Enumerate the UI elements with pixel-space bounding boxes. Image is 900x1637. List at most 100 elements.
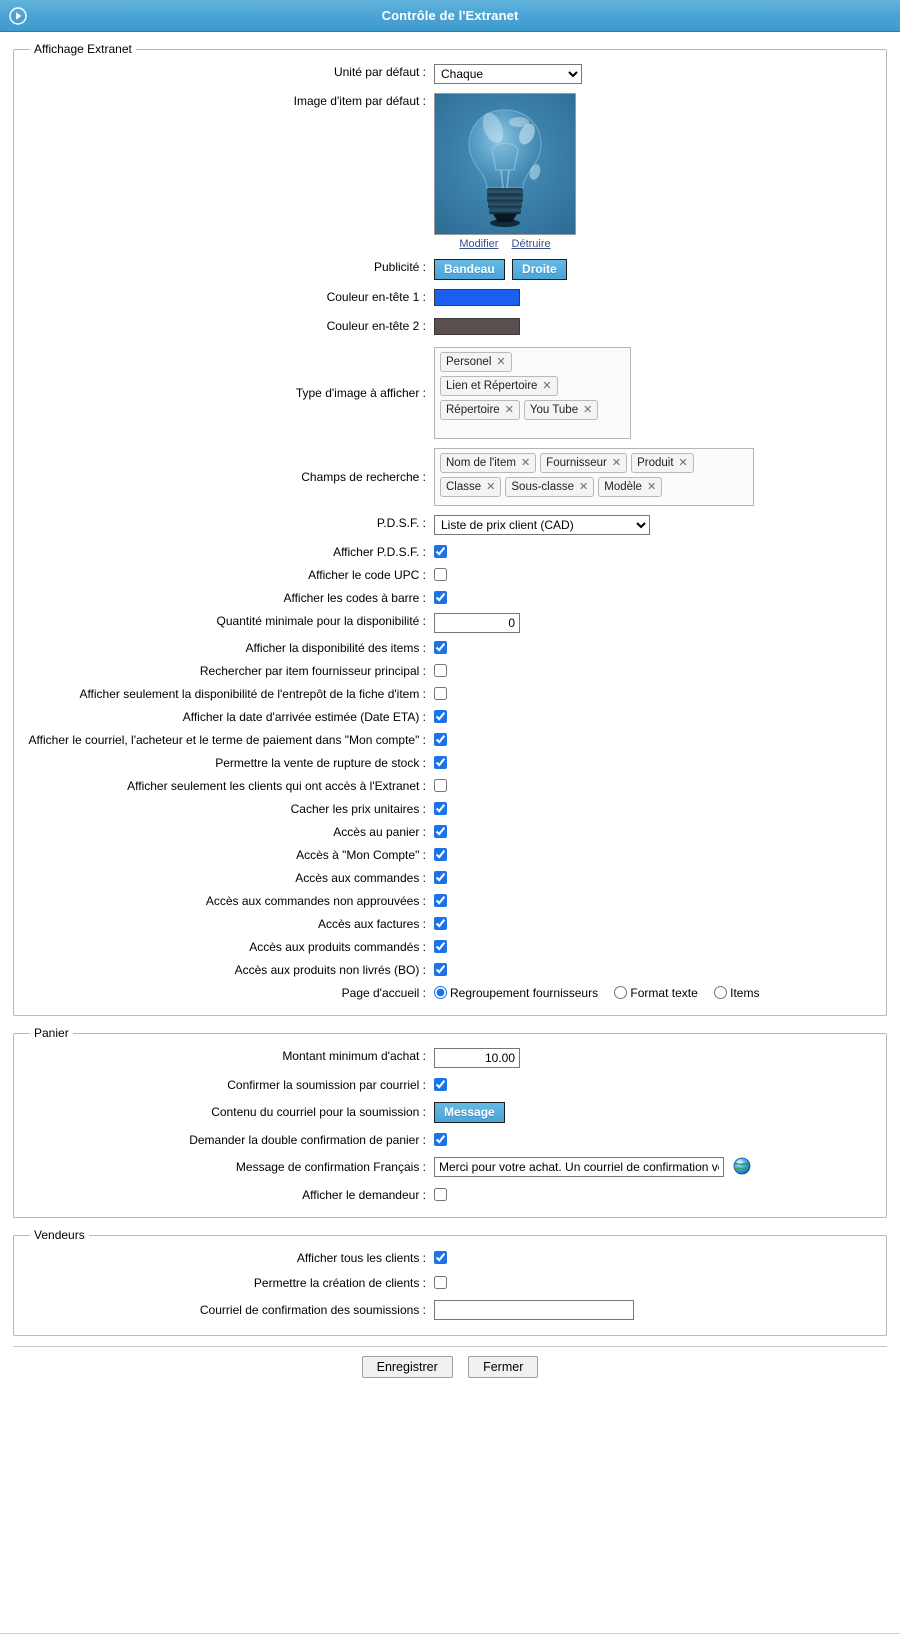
- play-circle-icon[interactable]: [4, 2, 32, 30]
- pdsf-select[interactable]: Liste de prix client (CAD): [434, 515, 650, 535]
- tag-item[interactable]: Produit ✕: [631, 453, 694, 473]
- remove-icon[interactable]: ✕: [583, 404, 593, 416]
- checkbox-acces-panier[interactable]: [434, 825, 447, 838]
- afficher-pdsf-checkbox[interactable]: [434, 545, 447, 558]
- tag-item[interactable]: Nom de l'item ✕: [440, 453, 537, 473]
- tag-item[interactable]: Classe ✕: [440, 477, 502, 497]
- tag-item[interactable]: Personel ✕: [440, 352, 512, 372]
- radio-format-texte[interactable]: [614, 986, 628, 999]
- lightbulb-image[interactable]: [434, 93, 576, 235]
- section-panier-legend: Panier: [34, 1026, 69, 1040]
- quantite-minimale-input[interactable]: [434, 613, 520, 633]
- unite-select[interactable]: Chaque: [434, 64, 582, 84]
- checkbox-clients-acces-extranet[interactable]: [434, 779, 447, 792]
- radio-label: Items: [730, 986, 760, 1000]
- row-couleur-2: Couleur en-tête 2 :: [24, 318, 876, 338]
- checkbox-item-fournisseur-principal[interactable]: [434, 664, 447, 677]
- window-title: Contrôle de l'Extranet: [381, 8, 519, 23]
- label-montant-minimum: Montant minimum d'achat :: [282, 1049, 426, 1063]
- footer-actions: Enregistrer Fermer: [0, 1347, 900, 1386]
- label-cb-13: Accès aux produits commandés :: [249, 940, 426, 954]
- tag-item[interactable]: Sous-classe ✕: [505, 477, 595, 497]
- montant-minimum-input[interactable]: [434, 1048, 520, 1068]
- label-cb-7: Cacher les prix unitaires :: [290, 802, 426, 816]
- section-affichage-legend: Affichage Extranet: [34, 42, 132, 56]
- label-image-item: Image d'item par défaut :: [293, 94, 426, 108]
- detruire-link[interactable]: Détruire: [511, 238, 551, 250]
- tag-item[interactable]: Répertoire ✕: [440, 400, 520, 420]
- tag-item[interactable]: Lien et Répertoire ✕: [440, 376, 558, 396]
- row-message-confirmation: Message de confirmation Français :: [24, 1157, 876, 1178]
- message-confirmation-input[interactable]: [434, 1157, 724, 1177]
- save-button[interactable]: Enregistrer: [361, 1356, 453, 1378]
- row-cb-13: Accès aux produits commandés :: [24, 939, 876, 955]
- publicite-droite-button[interactable]: Droite: [512, 259, 567, 280]
- afficher-tous-clients-checkbox[interactable]: [434, 1251, 447, 1264]
- remove-icon[interactable]: ✕: [646, 481, 657, 493]
- label-cb-11: Accès aux commandes non approuvées :: [205, 894, 426, 908]
- afficher-codes-barre-checkbox[interactable]: [434, 591, 447, 604]
- radio-option-regroupement[interactable]: Regroupement fournisseurs: [434, 986, 598, 1000]
- couleur-2-swatch[interactable]: [434, 318, 520, 335]
- label-afficher-upc: Afficher le code UPC :: [308, 568, 426, 582]
- radio-option-format-texte[interactable]: Format texte: [614, 986, 698, 1000]
- row-courriel-confirmation: Courriel de confirmation des soumissions…: [24, 1300, 876, 1321]
- window-titlebar: Contrôle de l'Extranet: [0, 0, 900, 32]
- row-cb-7: Cacher les prix unitaires :: [24, 801, 876, 817]
- row-cb-6: Afficher seulement les clients qui ont a…: [24, 778, 876, 794]
- remove-icon[interactable]: ✕: [504, 404, 514, 416]
- section-vendeurs: Vendeurs Afficher tous les clients : Per…: [13, 1228, 887, 1336]
- remove-icon[interactable]: ✕: [542, 380, 552, 392]
- message-button[interactable]: Message: [434, 1102, 505, 1123]
- modifier-link[interactable]: Modifier: [459, 238, 499, 250]
- checkbox-disponibilite-entrepot[interactable]: [434, 687, 447, 700]
- radio-regroupement-fournisseurs[interactable]: [434, 986, 447, 999]
- checkbox-acces-produits-commandes[interactable]: [434, 940, 447, 953]
- label-type-image: Type d'image à afficher :: [295, 386, 426, 400]
- remove-icon[interactable]: ✕: [678, 457, 688, 469]
- radio-option-items[interactable]: Items: [714, 986, 759, 1000]
- tag-item[interactable]: Fournisseur ✕: [540, 453, 628, 473]
- checkbox-acces-factures[interactable]: [434, 917, 447, 930]
- permettre-creation-clients-checkbox[interactable]: [434, 1276, 447, 1289]
- label-cb-14: Accès aux produits non livrés (BO) :: [234, 963, 426, 977]
- confirmer-soumission-checkbox[interactable]: [434, 1078, 447, 1091]
- checkbox-acces-commandes-non-approuvees[interactable]: [434, 894, 447, 907]
- radio-items[interactable]: [714, 986, 728, 999]
- remove-icon[interactable]: ✕: [579, 481, 589, 493]
- checkbox-acces-commandes[interactable]: [434, 871, 447, 884]
- publicite-bandeau-button[interactable]: Bandeau: [434, 259, 505, 280]
- champs-recherche-tagbox[interactable]: Nom de l'item ✕ Fournisseur ✕ Produit ✕ Cla…: [434, 448, 754, 506]
- remove-icon[interactable]: ✕: [611, 457, 622, 469]
- label-couleur-2: Couleur en-tête 2 :: [326, 319, 426, 333]
- checkbox-acces-produits-non-livres[interactable]: [434, 963, 447, 976]
- tag-item[interactable]: Modèle ✕: [598, 477, 663, 497]
- label-unite: Unité par défaut :: [333, 65, 426, 79]
- courriel-confirmation-input[interactable]: [434, 1300, 634, 1320]
- tag-label: You Tube: [529, 404, 579, 416]
- row-unite-par-defaut: Unité par défaut : Chaque: [24, 64, 876, 84]
- row-afficher-upc: Afficher le code UPC :: [24, 567, 876, 583]
- couleur-1-swatch[interactable]: [434, 289, 520, 306]
- tag-item[interactable]: You Tube ✕: [523, 400, 599, 420]
- radio-label: Format texte: [630, 986, 698, 1000]
- label-afficher-pdsf: Afficher P.D.S.F. :: [333, 545, 426, 559]
- checkbox-vente-rupture-stock[interactable]: [434, 756, 447, 769]
- checkbox-date-eta[interactable]: [434, 710, 447, 723]
- remove-icon[interactable]: ✕: [486, 481, 496, 493]
- checkbox-acces-mon-compte[interactable]: [434, 848, 447, 861]
- checkbox-courriel-acheteur-terme[interactable]: [434, 733, 447, 746]
- remove-icon[interactable]: ✕: [520, 457, 531, 469]
- double-confirmation-checkbox[interactable]: [434, 1133, 447, 1146]
- row-image-item: Image d'item par défaut :: [24, 93, 876, 250]
- globe-icon[interactable]: [733, 1157, 751, 1178]
- label-pdsf: P.D.S.F. :: [376, 516, 426, 530]
- type-image-tagbox[interactable]: Personel ✕ Lien et Répertoire ✕ Répertoire…: [434, 347, 631, 439]
- close-button[interactable]: Fermer: [468, 1356, 539, 1378]
- afficher-demandeur-checkbox[interactable]: [434, 1188, 447, 1201]
- remove-icon[interactable]: ✕: [496, 356, 506, 368]
- afficher-upc-checkbox[interactable]: [434, 568, 447, 581]
- checkbox-cacher-prix-unitaires[interactable]: [434, 802, 447, 815]
- row-pdsf: P.D.S.F. : Liste de prix client (CAD): [24, 515, 876, 535]
- checkbox-disponibilite-items[interactable]: [434, 641, 447, 654]
